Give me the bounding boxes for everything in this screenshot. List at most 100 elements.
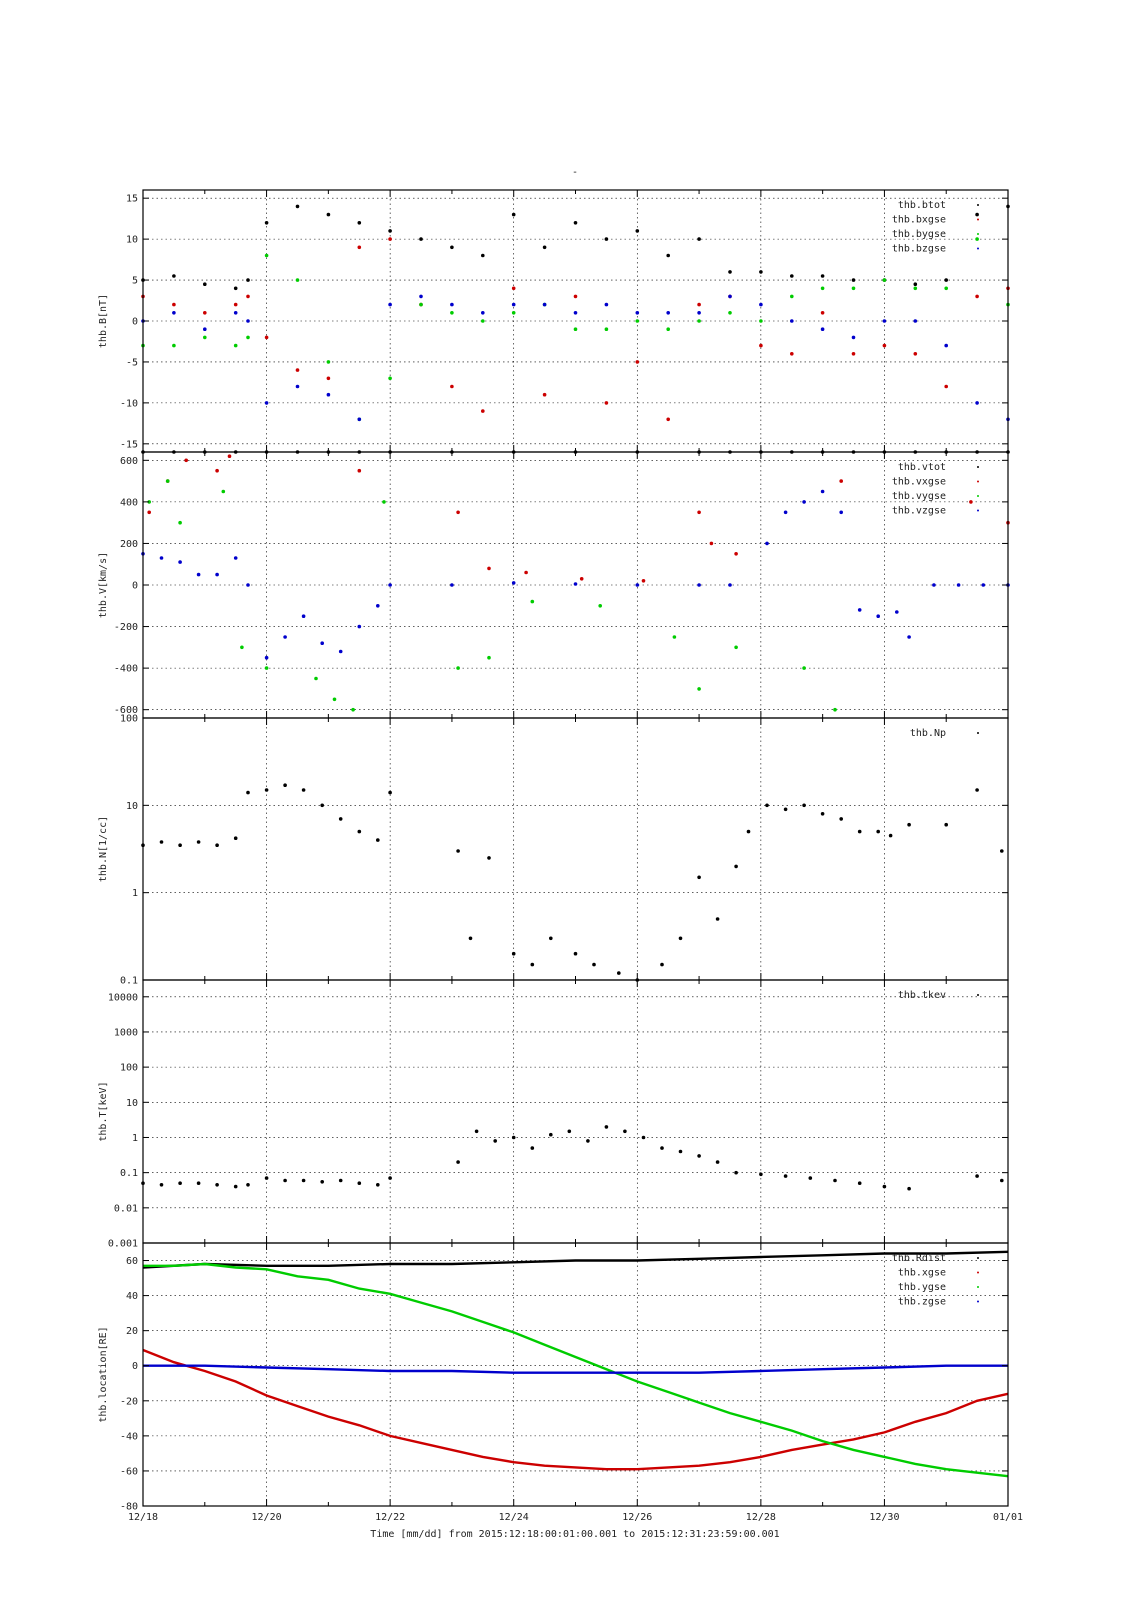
data-point <box>635 360 640 364</box>
data-point <box>178 560 182 564</box>
x-tick-label: 12/28 <box>746 1512 776 1523</box>
data-point <box>450 302 454 307</box>
y-tick-label: -600 <box>114 705 138 716</box>
data-point <box>573 221 578 225</box>
data-point <box>715 917 720 921</box>
data-point <box>295 384 300 389</box>
data-point <box>196 840 201 844</box>
data-point <box>481 319 485 323</box>
data-point <box>388 376 392 381</box>
y-axis-label: thb.N[1/cc] <box>98 816 109 882</box>
y-tick-label: 1000 <box>114 1027 138 1038</box>
data-point <box>802 803 806 808</box>
data-point <box>264 253 269 258</box>
legend-label: thb.vtot <box>898 462 946 473</box>
data-point <box>734 552 738 556</box>
data-point <box>338 817 343 821</box>
data-point <box>357 1181 362 1185</box>
y-tick-label: -5 <box>126 357 138 368</box>
data-point <box>511 951 516 956</box>
series-thb-zgse <box>143 1364 1008 1374</box>
data-point <box>283 635 287 639</box>
data-point <box>697 583 701 587</box>
data-point <box>215 843 219 847</box>
data-point <box>790 319 794 323</box>
data-point <box>481 409 485 413</box>
data-point <box>246 790 250 795</box>
data-point <box>604 237 609 241</box>
data-point <box>326 392 331 397</box>
data-point <box>882 319 887 323</box>
legend-marker <box>977 1300 979 1303</box>
data-point <box>172 343 176 348</box>
data-point <box>301 614 306 618</box>
y-tick-label: 0.1 <box>120 976 138 987</box>
panel-frame <box>142 717 1009 981</box>
data-point <box>419 302 423 307</box>
data-point <box>215 572 219 577</box>
legend-marker <box>977 509 979 512</box>
data-point <box>376 1183 380 1187</box>
legend-label: thb.bygse <box>892 229 946 240</box>
data-point <box>450 245 454 250</box>
data-point <box>759 302 763 307</box>
series-thb-tkev <box>141 1125 1004 1191</box>
data-point <box>697 319 701 323</box>
data-point <box>511 311 516 315</box>
data-point <box>357 221 362 225</box>
legend-label: thb.tkev <box>898 990 946 1001</box>
data-point <box>975 1174 979 1178</box>
data-point <box>857 1181 862 1185</box>
series-thb-bygse <box>141 237 1010 422</box>
data-point <box>759 319 763 323</box>
data-point <box>573 294 578 299</box>
data-point <box>913 282 918 287</box>
data-point <box>604 1125 609 1129</box>
legend-marker <box>977 247 979 250</box>
data-point <box>907 1186 911 1191</box>
data-point <box>388 237 392 241</box>
x-axis: 12/18 12/20 12/22 12/24 12/26 12/28 12/30 01/01 <box>128 1512 1023 1523</box>
data-point <box>604 401 609 405</box>
series-thb-Rdist <box>142 1250 1009 1269</box>
data-point <box>728 270 732 274</box>
data-point <box>790 294 794 299</box>
data-point <box>357 829 362 834</box>
data-point <box>697 302 701 307</box>
data-point <box>876 829 880 834</box>
data-point <box>264 655 269 660</box>
data-point <box>975 237 979 241</box>
data-point <box>666 327 670 332</box>
data-point <box>221 489 226 494</box>
data-point <box>913 286 918 291</box>
data-point <box>530 599 535 604</box>
data-point <box>857 829 862 834</box>
data-point <box>468 936 473 941</box>
legend-marker <box>977 1257 979 1259</box>
y-tick-label: 100 <box>120 1063 138 1074</box>
data-point <box>456 666 460 670</box>
legend-marker <box>977 994 979 996</box>
data-point <box>573 582 578 586</box>
data-point <box>264 335 269 340</box>
data-point <box>635 229 640 233</box>
data-point <box>802 500 806 504</box>
x-tick-label: 12/22 <box>375 1512 405 1523</box>
data-point <box>907 822 911 827</box>
y-tick-label: 10 <box>126 801 138 812</box>
data-point <box>944 278 948 282</box>
x-tick-label: 12/24 <box>499 1512 529 1523</box>
data-point <box>511 286 516 291</box>
series-thb-xgse <box>142 1348 1009 1471</box>
data-point <box>759 270 763 274</box>
data-point <box>932 583 936 587</box>
y-tick-label: 1 <box>132 1133 138 1144</box>
data-point <box>301 1178 306 1183</box>
series-line <box>142 1348 1009 1471</box>
data-point <box>382 500 386 504</box>
data-point <box>783 1174 788 1178</box>
y-tick-label: -200 <box>114 622 138 633</box>
data-point <box>314 676 318 681</box>
y-tick-label: 0 <box>132 581 138 592</box>
data-point <box>790 274 794 278</box>
